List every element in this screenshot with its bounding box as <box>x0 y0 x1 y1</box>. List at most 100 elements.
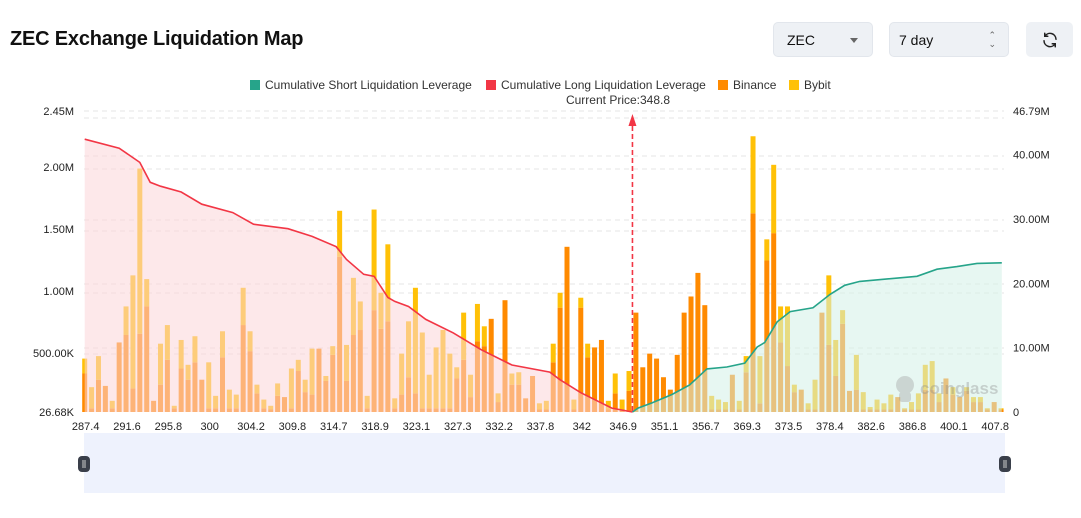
x-axis-tick: 309.8 <box>279 421 307 433</box>
left-axis-tick: 26.68K <box>39 407 75 419</box>
binance-bar <box>681 312 687 412</box>
zoom-slider <box>78 433 1011 493</box>
right-axis-tick: 46.79M <box>1013 106 1050 118</box>
binance-bar <box>771 233 777 412</box>
legend-swatch <box>789 80 799 90</box>
right-axis-tick: 40.00M <box>1013 150 1050 162</box>
legend-label: Bybit <box>804 78 831 92</box>
zoom-slider-left-handle[interactable] <box>78 456 90 472</box>
x-axis-tick: 386.8 <box>899 421 927 433</box>
long-liquidation-line <box>84 138 633 413</box>
left-axis-tick: 1.00M <box>43 286 74 298</box>
legend-label: Cumulative Long Liquidation Leverage <box>501 78 706 92</box>
legend-swatch <box>486 80 496 90</box>
x-axis-tick: 291.6 <box>113 421 141 433</box>
binance-bar <box>647 353 653 412</box>
long-liquidation-area <box>84 139 633 412</box>
left-axis-tick: 500.00K <box>33 348 75 360</box>
legend-label: Cumulative Short Liquidation Leverage <box>265 78 472 92</box>
refresh-button[interactable] <box>1026 22 1073 57</box>
x-axis-tick: 346.9 <box>609 421 637 433</box>
symbol-select[interactable]: ZEC <box>773 22 873 57</box>
x-axis-tick: 314.7 <box>320 421 348 433</box>
bybit-bar <box>371 209 377 311</box>
period-select-value: 7 day <box>899 31 934 48</box>
chart-legend: Cumulative Short Liquidation Leverage Cum… <box>250 78 831 92</box>
binance-bar <box>660 377 666 412</box>
right-axis-tick: 20.00M <box>1013 278 1050 290</box>
bybit-bar <box>550 343 556 363</box>
x-axis-tick: 400.1 <box>940 421 968 433</box>
period-select[interactable]: 7 day ⌃ ⌄ <box>889 22 1009 57</box>
binance-bar <box>592 347 598 412</box>
binance-bar <box>688 296 694 412</box>
x-axis-tick: 323.1 <box>403 421 431 433</box>
binance-bar <box>557 307 563 412</box>
bybit-bar <box>585 343 591 358</box>
left-axis-tick: 2.00M <box>43 162 74 174</box>
x-axis-tick: 407.8 <box>981 421 1009 433</box>
bybit-bar <box>481 326 487 347</box>
bybit-bar <box>612 373 618 394</box>
binance-bar <box>764 260 770 412</box>
bybit-bar <box>337 210 343 257</box>
x-axis-tick: 369.3 <box>733 421 761 433</box>
legend-swatch <box>250 80 260 90</box>
binance-bar <box>598 339 604 412</box>
bybit-bar <box>605 400 611 410</box>
bybit-bar <box>557 292 563 308</box>
x-axis-tick: 287.4 <box>72 421 100 433</box>
x-axis-tick: 300 <box>201 421 219 433</box>
bybit-bar <box>578 297 584 308</box>
zoom-slider-right-handle[interactable] <box>999 456 1011 472</box>
short-liquidation-line <box>632 262 1002 413</box>
binance-bar <box>564 246 570 412</box>
binance-bar <box>674 354 680 412</box>
bybit-bar <box>385 244 391 322</box>
x-axis-tick: 304.2 <box>237 421 265 433</box>
refresh-icon <box>1042 32 1057 47</box>
page-title: ZEC Exchange Liquidation Map <box>10 28 304 50</box>
x-axis-tick: 382.6 <box>857 421 885 433</box>
bybit-bar <box>619 399 625 410</box>
svg-text:coinglass: coinglass <box>920 379 998 398</box>
x-axis-tick: 337.8 <box>527 421 555 433</box>
current-price-label: Current Price:348.8 <box>566 93 670 107</box>
bybit-bar <box>626 371 632 391</box>
x-axis-tick: 351.1 <box>651 421 679 433</box>
current-price-arrow-icon <box>628 114 637 126</box>
short-liquidation-area <box>632 262 1002 412</box>
legend-swatch <box>718 80 728 90</box>
binance-bar <box>633 312 639 412</box>
binance-bar <box>695 272 701 412</box>
x-axis-tick: 356.7 <box>692 421 720 433</box>
bybit-bar <box>771 164 777 234</box>
legend-label: Binance <box>733 78 777 92</box>
right-axis-tick: 0 <box>1013 407 1019 419</box>
x-axis-tick: 373.5 <box>775 421 803 433</box>
x-axis-tick: 342 <box>573 421 591 433</box>
binance-bar <box>612 393 618 412</box>
binance-bar <box>750 213 756 412</box>
coinglass-watermark: coinglass <box>896 376 998 402</box>
binance-bar <box>654 358 660 412</box>
right-axis-tick: 30.00M <box>1013 214 1050 226</box>
zoom-slider-track[interactable] <box>84 433 1005 493</box>
left-axis-tick: 2.45M <box>43 106 74 118</box>
x-axis-tick: 327.3 <box>444 421 472 433</box>
binance-bar <box>578 307 584 412</box>
caret-down-icon <box>850 38 858 43</box>
right-axis-tick: 10.00M <box>1013 343 1050 355</box>
binance-bar <box>626 390 632 412</box>
x-axis-tick: 332.2 <box>485 421 513 433</box>
bybit-bar <box>764 239 770 261</box>
left-axis-tick: 1.50M <box>43 224 74 236</box>
binance-bar <box>502 300 508 412</box>
spinner-arrows-icon: ⌃ ⌄ <box>988 30 996 49</box>
bybit-bar <box>750 136 756 214</box>
symbol-select-value: ZEC <box>787 31 815 48</box>
binance-bar <box>702 305 708 412</box>
x-axis-tick: 378.4 <box>816 421 844 433</box>
bybit-bar <box>474 303 480 342</box>
